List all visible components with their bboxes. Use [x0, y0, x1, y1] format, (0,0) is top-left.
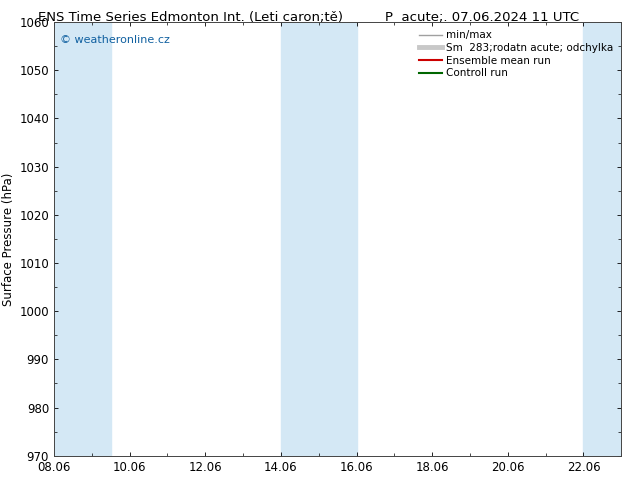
Y-axis label: Surface Pressure (hPa): Surface Pressure (hPa)	[2, 172, 15, 306]
Bar	[54, 22, 110, 456]
Text: © weatheronline.cz: © weatheronline.cz	[60, 35, 169, 45]
Text: P  acute;. 07.06.2024 11 UTC: P acute;. 07.06.2024 11 UTC	[385, 11, 579, 24]
Text: ENS Time Series Edmonton Int. (Leti caron;tě): ENS Time Series Edmonton Int. (Leti caro…	[37, 11, 343, 24]
Bar	[583, 22, 621, 456]
Bar	[281, 22, 356, 456]
Legend: min/max, Sm  283;rodatn acute; odchylka, Ensemble mean run, Controll run: min/max, Sm 283;rodatn acute; odchylka, …	[415, 27, 616, 81]
